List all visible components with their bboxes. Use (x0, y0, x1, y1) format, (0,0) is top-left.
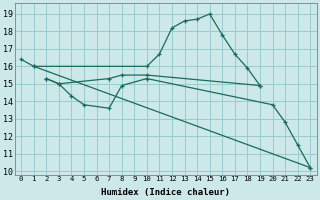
X-axis label: Humidex (Indice chaleur): Humidex (Indice chaleur) (101, 188, 230, 197)
